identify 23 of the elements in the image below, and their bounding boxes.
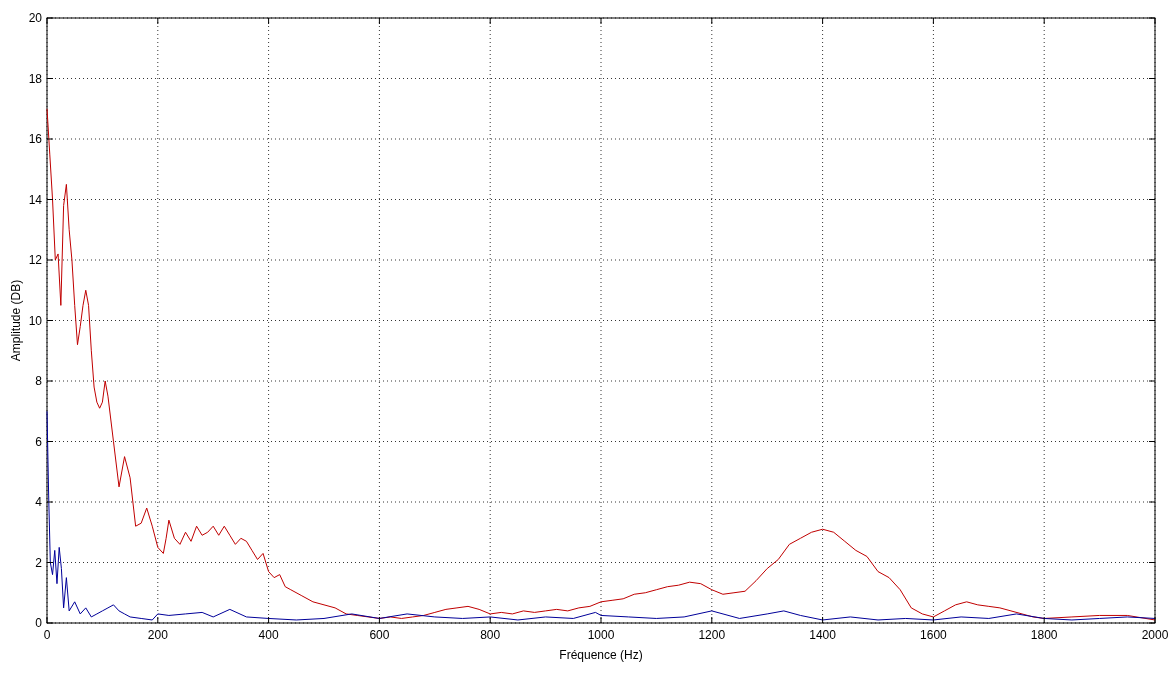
x-tick-label: 400 — [258, 628, 279, 642]
y-tick-label: 6 — [35, 434, 43, 449]
x-tick-label: 1000 — [587, 628, 615, 642]
x-tick-label: 2000 — [1141, 628, 1169, 642]
y-axis-title: Amplitude (DB) — [9, 279, 23, 362]
y-tick-label: 20 — [28, 11, 43, 25]
x-tick-label: 1200 — [698, 628, 726, 642]
y-tick-label: 2 — [35, 555, 43, 570]
x-tick-label: 200 — [147, 628, 169, 642]
y-tick-label: 16 — [28, 132, 43, 146]
x-tick-label: 1600 — [920, 628, 948, 642]
y-tick-label: 18 — [28, 71, 43, 86]
y-tick-label: 14 — [28, 192, 43, 207]
x-tick-label: 800 — [480, 628, 501, 642]
y-tick-label: 0 — [35, 616, 43, 630]
x-tick-label: 1800 — [1030, 628, 1058, 642]
x-axis-title: Fréquence (Hz) — [559, 648, 643, 662]
x-tick-label: 600 — [369, 628, 390, 642]
x-tick-label: 1400 — [809, 628, 837, 642]
y-tick-label: 4 — [35, 495, 43, 509]
y-tick-label: 12 — [28, 253, 43, 267]
y-tick-label: 8 — [35, 374, 43, 388]
y-tick-label: 10 — [28, 313, 43, 328]
